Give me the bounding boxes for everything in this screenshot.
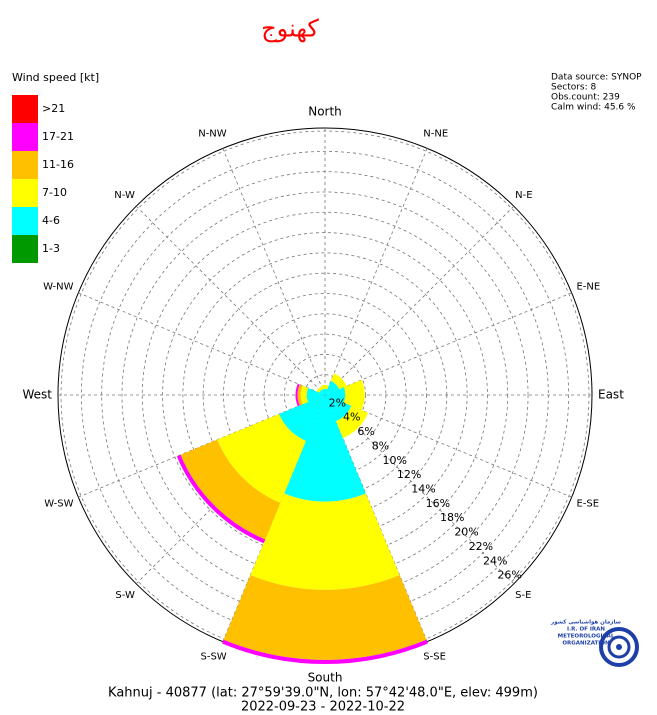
info-line: Sectors: 8 <box>551 83 597 93</box>
direction-label: S-W <box>115 590 135 601</box>
legend-title: Wind speed [kt] <box>12 71 99 84</box>
wedge <box>335 405 369 439</box>
wedge <box>297 384 303 406</box>
spoke <box>324 148 428 396</box>
logo <box>599 627 639 667</box>
direction-label: N-NW <box>198 129 227 140</box>
ring-label: 4% <box>343 411 360 424</box>
direction-label: N-W <box>114 190 135 201</box>
legend-swatch <box>12 151 38 179</box>
wedge <box>223 575 427 660</box>
logo-text: ORGANIZATION <box>562 641 610 647</box>
wedge <box>325 380 340 395</box>
grid-ring <box>80 150 570 640</box>
wedge <box>250 493 400 590</box>
legend-label: 1-3 <box>42 242 60 255</box>
legend-label: >21 <box>42 102 65 115</box>
info-line: Calm wind: 45.6 % <box>551 103 636 113</box>
wedge <box>306 388 325 402</box>
ring-label: 8% <box>372 439 389 452</box>
info-line: Data source: SYNOP <box>551 73 642 83</box>
wedge <box>222 639 428 665</box>
ring-label: 26% <box>497 569 521 582</box>
direction-label: S-SW <box>200 651 226 662</box>
spoke <box>324 394 572 498</box>
spoke <box>324 205 515 396</box>
direction-label: North <box>308 105 342 119</box>
direction-label: S-E <box>515 590 531 601</box>
legend-swatch <box>12 235 38 263</box>
ring-label: 6% <box>357 425 374 438</box>
legend-label: 4-6 <box>42 214 60 227</box>
ring-label: 16% <box>426 497 450 510</box>
direction-label: N-NE <box>423 129 448 140</box>
ring-label: 18% <box>440 511 464 524</box>
wedge <box>319 389 325 395</box>
wedge <box>180 439 281 540</box>
wedge <box>322 388 328 395</box>
ring-label: 10% <box>383 454 407 467</box>
ring-label: 12% <box>397 468 421 481</box>
spoke <box>324 292 572 396</box>
spoke <box>135 205 326 396</box>
legend-label: 7-10 <box>42 186 67 199</box>
grid-ring <box>283 353 367 437</box>
direction-label: E-NE <box>576 282 600 293</box>
wedge <box>325 395 352 422</box>
legend-label: 17-21 <box>42 130 74 143</box>
ring-label: 24% <box>483 554 507 567</box>
footer-line: 2022-09-23 - 2022-10-22 <box>241 700 405 715</box>
wedge <box>316 386 323 393</box>
spoke <box>222 148 326 396</box>
ring-label: 22% <box>469 540 493 553</box>
legend-swatch <box>12 123 38 151</box>
chart-title: کهنوج <box>261 15 319 43</box>
wedge <box>330 373 347 390</box>
wedge <box>279 395 325 441</box>
logo-dot <box>616 644 622 650</box>
wedge <box>284 395 366 502</box>
wedge <box>295 383 300 407</box>
direction-label: West <box>22 388 52 402</box>
direction-label: N-E <box>515 190 532 201</box>
legend-label: 11-16 <box>42 158 74 171</box>
grid-ring <box>223 293 427 497</box>
direction-label: S-SE <box>423 651 446 662</box>
ring-label: 14% <box>411 482 435 495</box>
wedge <box>325 387 346 403</box>
spoke <box>78 292 326 396</box>
logo-text: سازمان هواشناسی کشور <box>550 619 621 626</box>
direction-label: W-SW <box>44 498 73 509</box>
logo-text: I.R. OF IRAN <box>567 627 605 633</box>
legend-swatch <box>12 95 38 123</box>
logo-text: METEOROLOGICAL <box>558 634 615 640</box>
wedge <box>321 384 329 390</box>
legend-swatch <box>12 179 38 207</box>
wedge <box>343 379 365 411</box>
direction-label: South <box>308 671 343 685</box>
wedge <box>300 385 309 405</box>
info-line: Obs.count: 239 <box>551 93 620 103</box>
direction-label: W-NW <box>43 282 74 293</box>
direction-label: East <box>598 388 624 402</box>
direction-label: E-SE <box>576 498 599 509</box>
footer-line: Kahnuj - 40877 (lat: 27°59'39.0"N, lon: … <box>108 686 538 701</box>
ring-label: 2% <box>329 396 346 409</box>
ring-label: 20% <box>454 526 478 539</box>
legend-swatch <box>12 207 38 235</box>
wedge <box>217 414 306 503</box>
